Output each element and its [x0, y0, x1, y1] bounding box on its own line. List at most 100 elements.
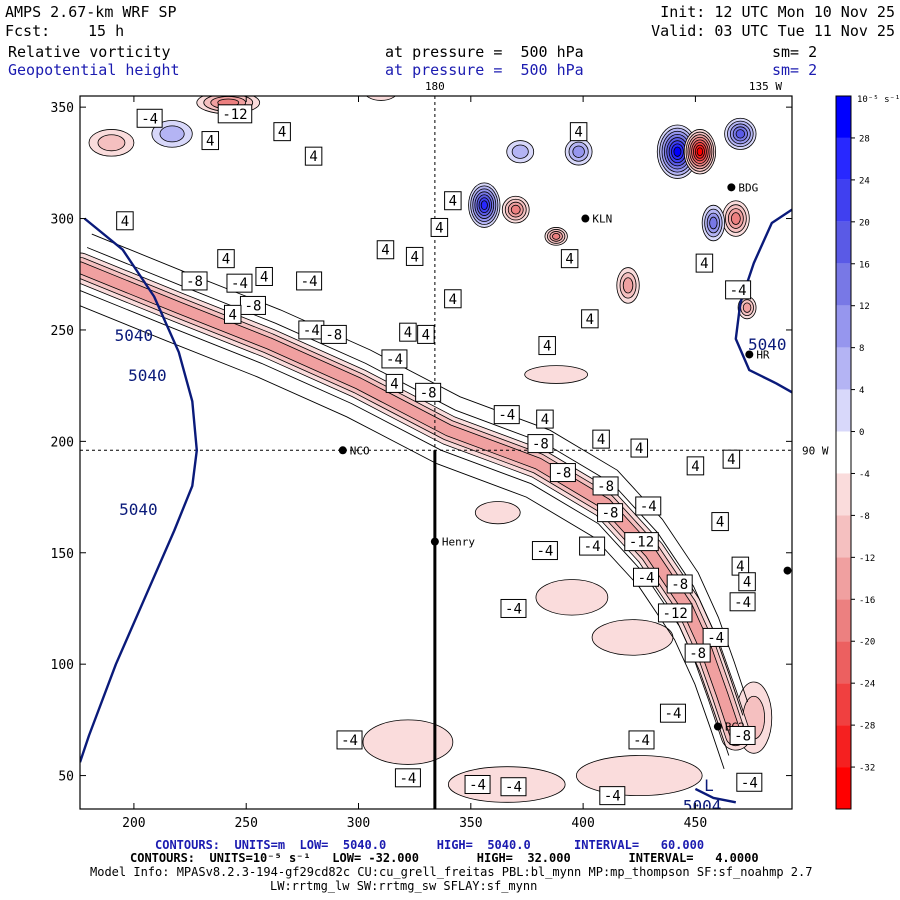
y-tick-label: 50 [58, 770, 74, 785]
colorbar-swatch [836, 96, 851, 138]
axes-layer: 200 250 300 350 400 450 50 100 150 200 250 300 350 18… [51, 80, 829, 831]
contour-label: -8 [597, 503, 624, 523]
contour-label-box [201, 131, 220, 151]
vorticity-blob [511, 144, 529, 159]
contour-label-box [320, 324, 347, 344]
colorbar-tick-label: 4 [859, 386, 864, 396]
contour-label: -4 [736, 772, 763, 792]
contour-label: -4 [635, 496, 662, 516]
contour-label-text: 4 [635, 441, 643, 457]
contour-label: -4 [394, 768, 421, 788]
contour-label-text: -4 [231, 276, 248, 292]
contour-label-box [695, 253, 714, 273]
contour-label-box [659, 703, 686, 723]
contour-label-text: 4 [422, 327, 430, 343]
contour-label-box [255, 266, 273, 286]
height-contour-label: 5040 [748, 335, 787, 354]
colorbar-tick-label: -4 [859, 470, 870, 480]
contour-label: -4 [531, 541, 558, 561]
field1-name: Relative vorticity [8, 43, 171, 61]
contour-label: 4 [385, 373, 404, 393]
field1-level: at pressure = 500 hPa [385, 43, 584, 61]
contour-label-box [136, 108, 163, 128]
height-contour-5040 [734, 208, 792, 394]
height-contour-info: CONTOURS: UNITS=m LOW= 5040.0 HIGH= 5040… [155, 838, 705, 852]
contour-label-box [630, 438, 649, 458]
height-contour-5040 [694, 787, 737, 804]
x-tick-label: 300 [347, 816, 370, 831]
contour-label-text: -4 [633, 733, 650, 749]
colorbar-unit: 10⁻⁵ s⁻¹ [857, 95, 900, 105]
contour-label: 4 [405, 246, 424, 266]
contour-label-box [500, 598, 527, 618]
colorbar-swatch [836, 557, 851, 600]
contour-label: -4 [500, 777, 527, 797]
colorbar-tick-label: -16 [859, 596, 875, 606]
vorticity-blob [480, 200, 488, 211]
contour-label-text: -4 [399, 771, 416, 787]
height-contour-label: 5040 [119, 500, 158, 519]
colorbar-tick-label: 8 [859, 344, 864, 354]
model-info-physics: LW:rrtmg_lw SW:rrtmg_sw SFLAY:sf_mynn [270, 879, 538, 893]
contour-label-text: -12 [222, 107, 247, 123]
contour-label: 4 [444, 191, 462, 211]
contour-label: -4 [296, 271, 323, 291]
contour-label: 4 [430, 217, 449, 237]
contour-label-text: 4 [597, 432, 605, 448]
colorbar-swatch [836, 767, 851, 809]
contour-label-box [597, 503, 624, 523]
contour-label: 4 [417, 324, 435, 344]
contour-label-box [444, 289, 462, 309]
contour-label-text: -4 [303, 323, 320, 339]
contour-label-box [500, 777, 527, 797]
contour-label-box [385, 373, 404, 393]
contour-label-box [430, 217, 449, 237]
vorticity-blob [730, 212, 741, 225]
vorticity-blob [535, 579, 609, 616]
contour-label-text: 4 [716, 515, 724, 531]
contour-label-box [296, 271, 323, 291]
vorticity-blob [709, 216, 718, 230]
height-contour-label: 5040 [115, 326, 154, 345]
contour-label-box [736, 772, 763, 792]
contour-label-text: -4 [730, 283, 747, 299]
vorticity-blob [673, 146, 682, 157]
contour-label-text: 4 [736, 559, 744, 575]
station-marker [581, 214, 590, 223]
contour-label: 4 [273, 122, 291, 142]
contour-label-text: -4 [505, 780, 522, 796]
contour-label-box [579, 536, 606, 556]
colorbar-swatch [836, 641, 851, 684]
colorbar-tick-label: -8 [859, 512, 870, 522]
contour-label-box [527, 434, 554, 454]
contour-label-text: 4 [435, 220, 443, 236]
colorbar-tick-label: 24 [859, 176, 870, 186]
vorticity-contour-line [80, 289, 730, 756]
station-marker [745, 350, 754, 359]
colorbar-tick-label: -28 [859, 722, 875, 732]
contour-label-box [684, 643, 711, 663]
contour-label: -8 [415, 382, 442, 402]
contour-label: -4 [628, 730, 655, 750]
vorticity-blob [362, 719, 454, 765]
contour-label-text: -4 [341, 733, 358, 749]
y-tick-label: 250 [51, 324, 74, 339]
contour-label: -8 [320, 324, 347, 344]
contour-label-box [444, 191, 462, 211]
contour-label: -4 [633, 567, 660, 587]
vorticity-blob [510, 204, 521, 215]
contour-label-box [711, 512, 729, 532]
contour-label: 4 [722, 449, 741, 469]
colorbar-swatch [836, 683, 851, 726]
contour-label: -12 [657, 603, 693, 623]
contour-label: -8 [592, 476, 619, 496]
contour-label-box [592, 429, 610, 449]
x-tick-label: 400 [571, 816, 594, 831]
contour-label-text: -12 [629, 535, 654, 551]
contour-label-text: -8 [245, 298, 262, 314]
contour-label: 4 [217, 249, 235, 269]
contour-label-box [217, 249, 235, 269]
vorticity-blob [552, 233, 561, 240]
contour-label: -4 [226, 273, 253, 293]
contour-label-text: 4 [565, 252, 573, 268]
